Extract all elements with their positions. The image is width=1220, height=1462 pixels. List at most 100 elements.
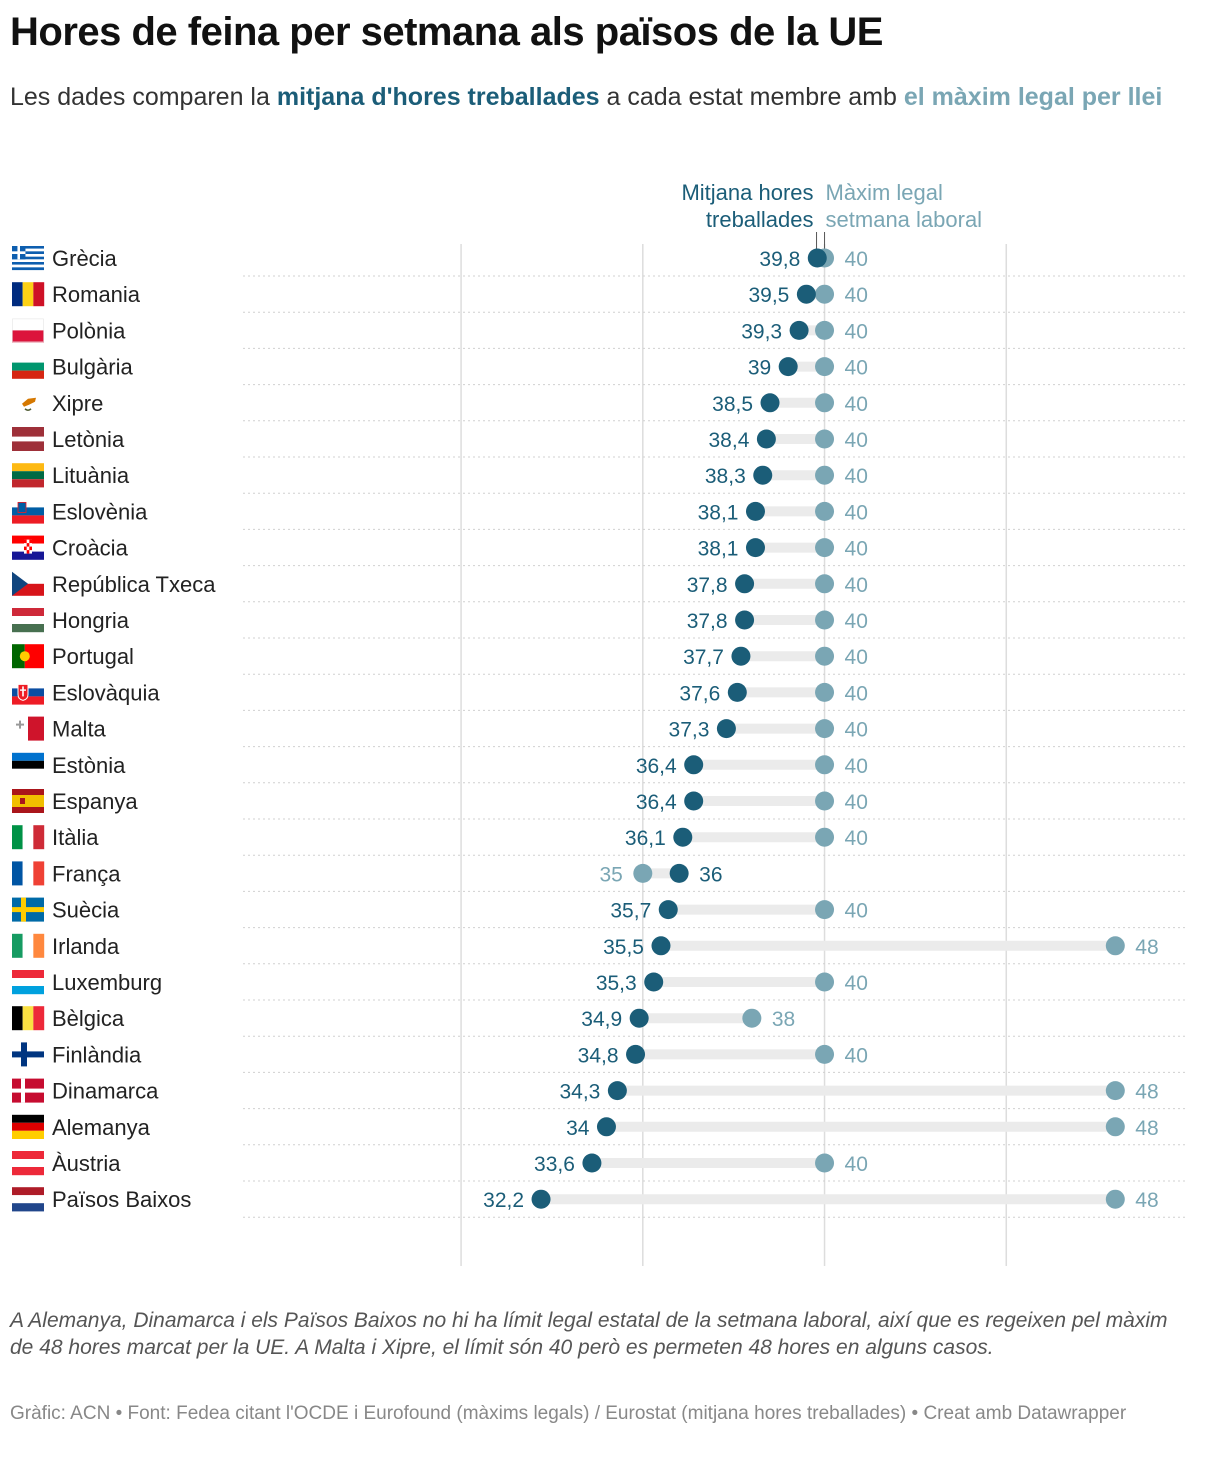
avg-value-label: 39,3 [741,320,782,343]
max-value-label: 40 [845,646,868,669]
avg-value-label: 35,7 [610,900,651,923]
chart-row: Dinamarca 34,3 48 [52,1079,1188,1110]
country-label: Eslovàquia [52,680,160,705]
flag-icon [12,1078,44,1103]
avg-dot [658,900,678,920]
avg-dot [735,574,755,594]
chart-row: Espanya 36,4 40 [52,789,1188,820]
max-value-label: 40 [845,972,868,995]
country-label: Xipre [52,391,103,416]
country-label: Hongria [52,608,130,633]
chart-row: República Txeca 37,8 40 [52,572,1188,603]
max-value-label: 40 [845,320,868,343]
max-dot [815,320,835,340]
avg-value-label: 35,3 [596,972,637,995]
flag-icon [12,752,44,777]
flag-icon [12,933,45,958]
flag-icon [12,825,45,850]
chart-row: Hongria 37,8 40 [52,608,1188,639]
max-value-label: 40 [845,429,868,452]
chart-row: Alemanya 34 48 [52,1115,1188,1146]
chart-row: Croàcia 38,1 40 [52,536,1188,567]
max-dot [633,863,653,883]
avg-value-label: 32,2 [483,1189,524,1212]
avg-value-label: 34,8 [578,1044,619,1067]
avg-value-label: 34,9 [581,1008,622,1031]
max-value-label: 40 [845,538,868,561]
subtitle-middle: a cada estat membre amb [599,83,904,111]
country-label: Països Baixos [52,1187,191,1212]
avg-value-label: 35,5 [603,936,644,959]
country-label: Finlàndia [52,1042,142,1067]
avg-dot [735,610,755,630]
max-value-label: 48 [1135,1081,1158,1104]
chart-row: Letònia 38,4 40 [52,427,1188,458]
max-value-label: 40 [845,284,868,307]
flag-icon [12,716,44,741]
country-label: República Txeca [52,572,216,597]
flag-icon [12,1114,44,1139]
max-dot [742,1008,762,1028]
max-dot [815,501,835,521]
avg-value-label: 34 [566,1117,590,1140]
avg-value-label: 39 [748,357,771,380]
flag-icon [12,499,44,524]
avg-dot [531,1189,551,1209]
country-label: Bèlgica [52,1006,125,1031]
max-dot [815,284,835,304]
chart-row: Grècia 39,8 40 [52,246,1188,277]
legend-max-label: setmana laboral [826,207,983,232]
country-label: Alemanya [52,1115,151,1140]
flag-icon [12,354,44,379]
chart-row: Lituània 38,3 40 [52,463,1188,494]
avg-dot [716,719,736,739]
country-label: Irlanda [52,934,120,959]
avg-value-label: 38,4 [709,429,750,452]
avg-value-label: 37,6 [679,682,720,705]
avg-dot [673,827,693,847]
chart-row: Àustria 33,6 40 [52,1151,1188,1182]
chart-row: França 36 35 [52,861,1188,892]
chart-row: Finlàndia 34,8 40 [52,1042,1188,1073]
avg-dot [629,1008,649,1028]
max-value-label: 40 [845,501,868,524]
subtitle-max-label: el màxim legal per llei [903,83,1163,111]
max-value-label: 40 [845,1153,868,1176]
max-value-label: 48 [1135,936,1158,959]
max-dot [815,719,835,739]
max-value-label: 40 [845,1044,868,1067]
country-label: Grècia [52,246,118,271]
avg-value-label: 37,3 [669,719,710,742]
max-value-label: 40 [845,900,868,923]
max-value-label: 40 [845,465,868,488]
avg-dot [796,284,816,304]
country-label: França [52,861,121,886]
country-label: Espanya [52,789,138,814]
max-value-label: 40 [845,574,868,597]
flag-icon [12,246,44,271]
avg-dot [760,393,780,413]
avg-value-label: 36,1 [625,827,666,850]
chart-row: Irlanda 35,5 48 [52,934,1188,965]
chart-row: Romania 39,5 40 [52,282,1188,313]
country-label: Lituània [52,463,130,488]
flag-icon [12,571,44,596]
avg-dot [807,248,827,268]
avg-dot [684,755,704,775]
max-dot [815,827,835,847]
chart-row: Polònia 39,3 40 [52,318,1188,349]
avg-dot [607,1081,627,1101]
flag-icon [12,680,44,705]
avg-dot [651,936,671,956]
avg-dot [644,972,664,992]
max-value-label: 38 [772,1008,795,1031]
flag-icon [12,1187,44,1212]
avg-dot [789,320,809,340]
avg-value-label: 39,5 [748,284,789,307]
avg-dot [745,501,765,521]
max-dot [815,357,835,377]
country-label: Polònia [52,318,126,343]
avg-dot [731,646,751,666]
flag-icon [12,282,45,307]
avg-dot [626,1044,646,1064]
